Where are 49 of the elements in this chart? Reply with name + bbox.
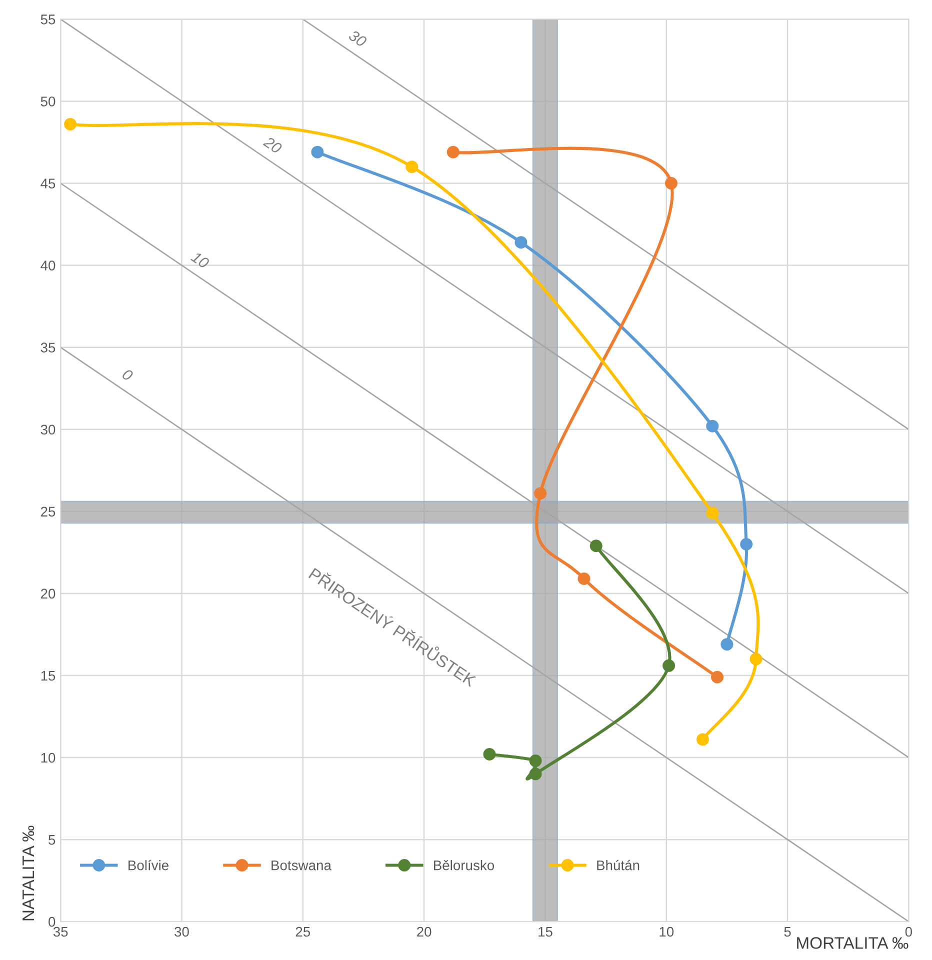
y-tick-label: 45 <box>40 178 56 188</box>
annotation: 20 <box>262 136 283 154</box>
point <box>664 177 678 190</box>
point <box>514 236 528 249</box>
x-tick-label: 5 <box>784 926 791 937</box>
y-tick-label: 50 <box>40 96 56 106</box>
x-tick-label: 25 <box>296 926 310 937</box>
y-axis-title: NATALITA ‰ <box>22 826 34 920</box>
point <box>446 146 460 158</box>
x-tick-label: 15 <box>538 926 552 937</box>
point <box>578 572 590 585</box>
x-tick-label: 0 <box>905 926 912 937</box>
point <box>720 638 734 651</box>
point <box>406 160 418 174</box>
y-tick-label: 35 <box>40 342 56 353</box>
x-tick-label: 30 <box>174 926 189 937</box>
legend-label: Bolívie <box>128 860 168 870</box>
x-tick-label: 10 <box>660 926 674 937</box>
point <box>696 733 709 746</box>
annotation: 30 <box>348 29 368 48</box>
point <box>706 420 719 432</box>
point <box>711 670 724 684</box>
point <box>64 118 77 130</box>
point <box>740 538 753 550</box>
y-tick-label: 30 <box>40 424 56 435</box>
point <box>534 487 547 500</box>
point <box>662 659 676 672</box>
y-tick-label: 0 <box>48 916 56 927</box>
legend-label: Bhútán <box>597 860 640 870</box>
point <box>483 748 496 760</box>
point <box>311 146 324 158</box>
point <box>529 754 542 768</box>
y-tick-label: 40 <box>40 260 56 270</box>
point <box>590 540 602 552</box>
point <box>529 768 542 780</box>
point <box>750 652 762 666</box>
annotation: 10 <box>190 250 210 270</box>
y-tick-label: 55 <box>40 14 56 24</box>
y-tick-label: 20 <box>40 588 56 599</box>
point <box>706 506 719 520</box>
x-tick-label: 20 <box>417 926 432 937</box>
x-axis-title: MORTALITA ‰ <box>797 937 908 949</box>
y-tick-label: 5 <box>48 835 56 845</box>
y-tick-label: 25 <box>40 506 56 517</box>
legend-label: Botswana <box>272 860 332 870</box>
y-tick-label: 15 <box>41 670 56 681</box>
y-tick-label: 10 <box>41 752 56 763</box>
legend-label: Bělorusko <box>434 860 494 870</box>
annotation: 0 <box>121 368 134 382</box>
